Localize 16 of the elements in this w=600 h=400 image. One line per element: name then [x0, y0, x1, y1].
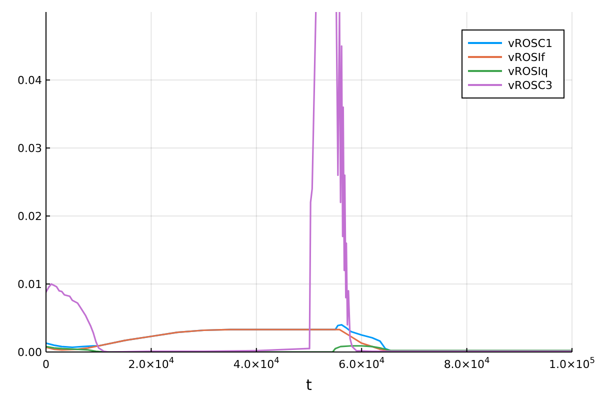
x-tick-label: 2.0×10$^{4}$ [128, 355, 174, 371]
x-axis-title: t [306, 376, 312, 394]
legend-label: vROSC3 [508, 79, 552, 92]
x-tick-label: 6.0×10$^{4}$ [338, 355, 385, 371]
x-tick-label: 0 [42, 358, 50, 371]
y-tick-label: 0.04 [18, 74, 42, 87]
legend-label: vROSC1 [508, 37, 552, 50]
y-tick-label: 0.02 [18, 210, 42, 223]
legend-label: vROSIf [508, 51, 546, 64]
x-tick-label: 8.0×10$^{4}$ [444, 355, 490, 371]
x-tick-label: 4.0×10$^{4}$ [233, 355, 280, 371]
legend-label: vROSIq [508, 65, 548, 78]
y-tick-label: 0.00 [18, 346, 42, 359]
y-tick-label: 0.01 [18, 278, 42, 291]
x-tick-label: 1.0×10$^{5}$ [549, 355, 595, 371]
y-tick-label: 0.03 [18, 142, 42, 155]
